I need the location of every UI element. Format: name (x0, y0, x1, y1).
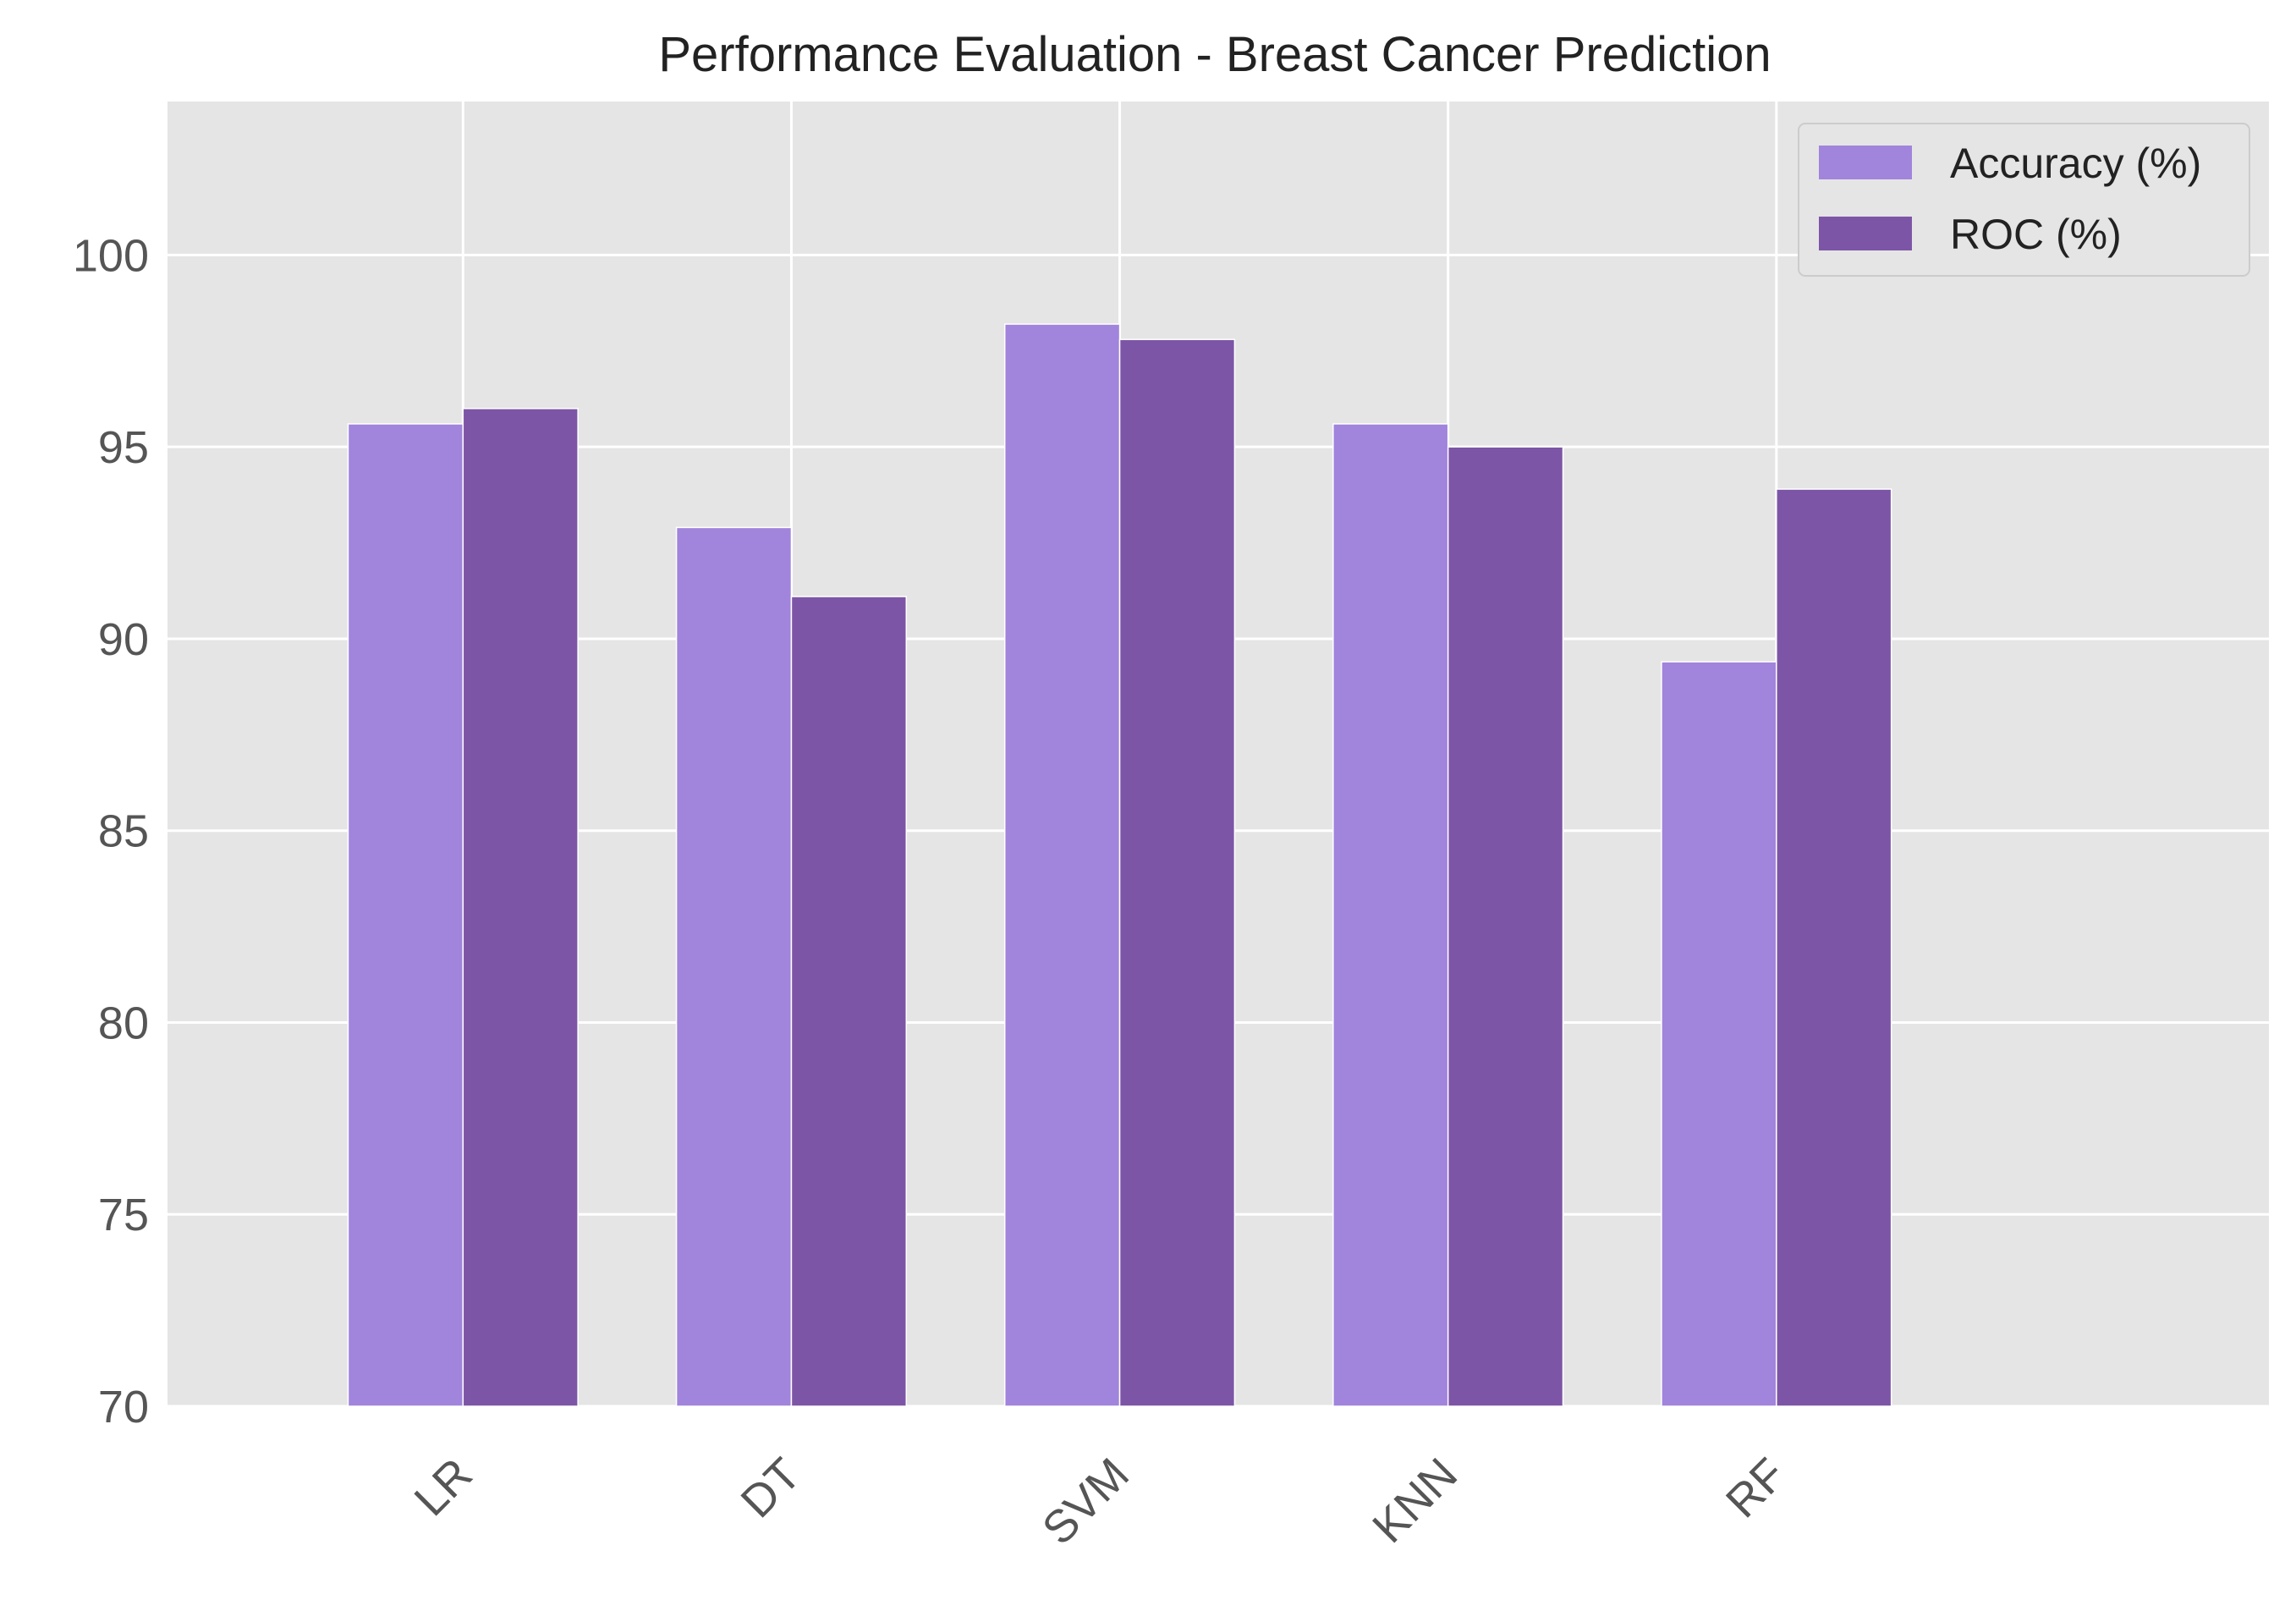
bar-roc-knn (1447, 446, 1564, 1407)
legend-label-accuracy: Accuracy (%) (1950, 140, 2201, 187)
legend-swatch-roc (1819, 217, 1912, 250)
y-tick-label-70: 70 (98, 1382, 149, 1432)
bar-accuracy-knn (1332, 423, 1449, 1407)
bar-roc-rf (1776, 488, 1892, 1407)
legend: Accuracy (%) ROC (%) (1798, 123, 2250, 277)
chart-title: Performance Evaluation - Breast Cancer P… (658, 27, 1771, 82)
y-tick-label-90: 90 (98, 614, 149, 665)
y-tick-label-95: 95 (98, 422, 149, 473)
bar-accuracy-dt (675, 526, 793, 1407)
bar-accuracy-svm (1003, 323, 1121, 1407)
bar-roc-dt (790, 596, 908, 1407)
bar-accuracy-rf (1661, 661, 1777, 1407)
y-tick-label-80: 80 (98, 998, 149, 1048)
bar-accuracy-lr (347, 423, 464, 1407)
y-axis-ticks: 70 75 80 85 90 95 100 (73, 230, 149, 1432)
bar-roc-svm (1118, 338, 1236, 1407)
y-tick-label-75: 75 (98, 1190, 149, 1240)
y-tick-label-100: 100 (73, 230, 149, 281)
legend-swatch-accuracy (1819, 146, 1912, 179)
legend-label-roc: ROC (%) (1950, 211, 2122, 258)
y-tick-label-85: 85 (98, 806, 149, 857)
bar-roc-lr (462, 408, 579, 1407)
bars (347, 323, 1892, 1407)
